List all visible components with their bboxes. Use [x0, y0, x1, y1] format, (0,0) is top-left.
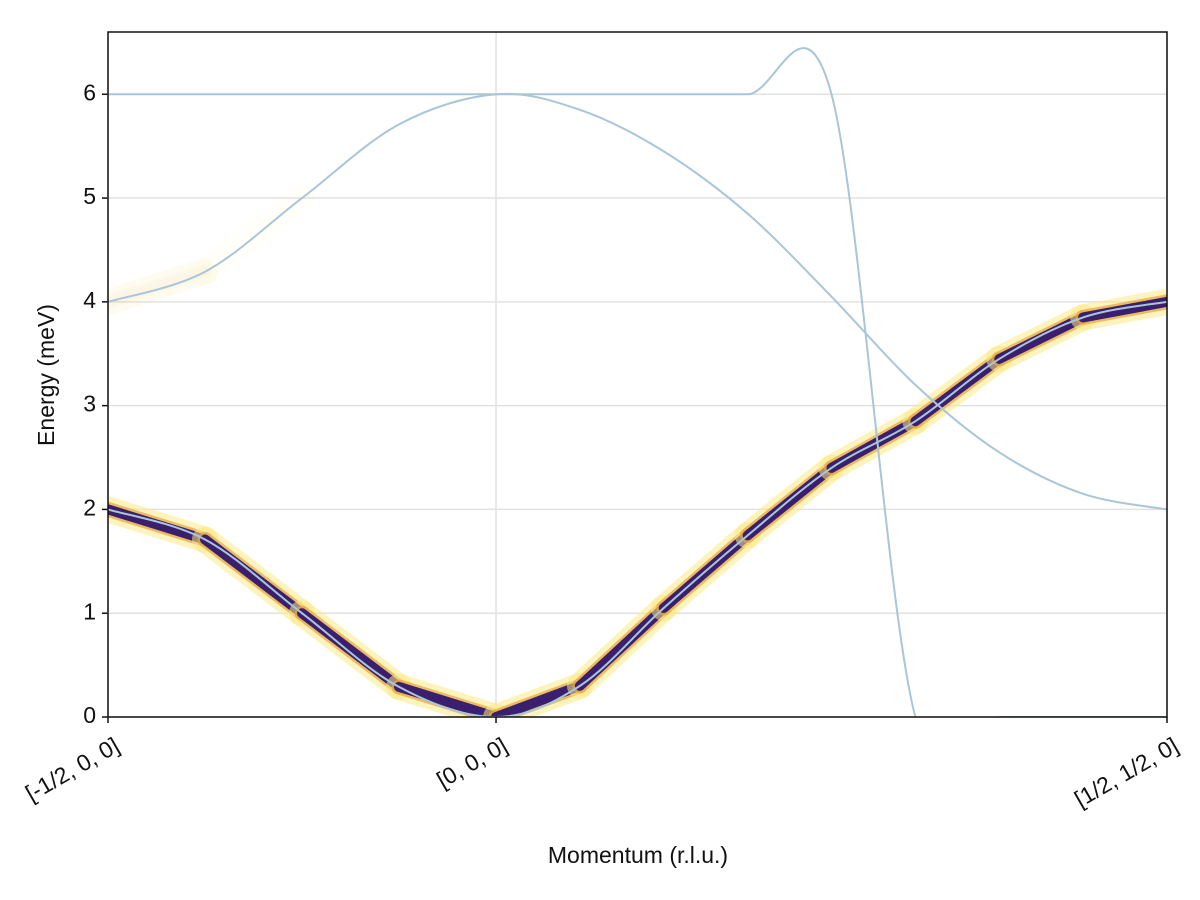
y-tick-label: 6 [83, 79, 96, 105]
dispersion-line [108, 300, 1167, 717]
y-tick-label: 3 [83, 391, 96, 417]
plot-frame [107, 31, 1168, 718]
intensity-core [994, 312, 1089, 364]
x-tick-label: [-1/2, 0, 0] [21, 732, 124, 806]
y-tick-label: 0 [83, 702, 96, 728]
x-tick-label: [1/2, 1/2, 0] [1070, 732, 1183, 812]
y-tick-label: 5 [83, 183, 96, 209]
intensity-core [394, 681, 502, 717]
y-tick-label: 2 [83, 495, 96, 521]
x-axis-title: Momentum (r.l.u.) [548, 842, 728, 868]
intensity-core [491, 680, 585, 717]
y-tick-label: 1 [83, 598, 96, 624]
x-tick-label: [0, 0, 0] [432, 732, 511, 793]
y-axis-title: Energy (meV) [33, 304, 59, 446]
dispersion-line [108, 92, 1167, 511]
y-tick-label: 4 [83, 287, 96, 313]
plot-area [108, 47, 1167, 717]
dispersion-line [108, 47, 1167, 717]
